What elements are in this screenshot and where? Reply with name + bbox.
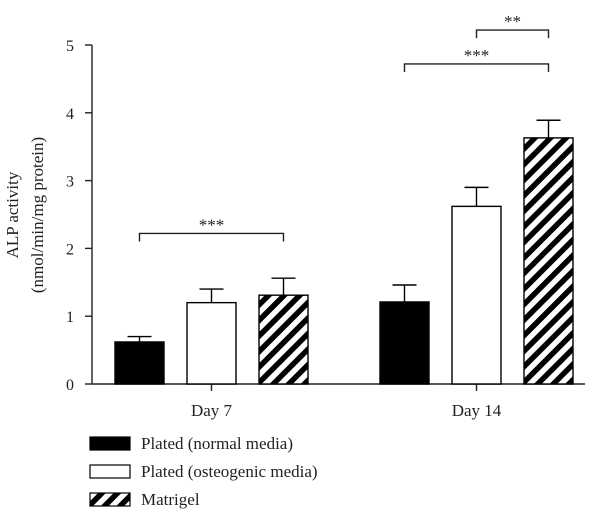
y-axis-title: ALP activity (nmol/min/mg protein) [3, 137, 47, 293]
y-axis-label-line: (nmol/min/mg protein) [28, 137, 47, 293]
significance-brackets: ******** [138, 12, 550, 242]
y-tick-label: 2 [66, 241, 74, 258]
bar [114, 341, 165, 385]
significance-bracket [138, 232, 285, 242]
y-tick-label: 1 [66, 309, 74, 326]
bar [523, 137, 574, 385]
bar [379, 301, 430, 385]
bar [186, 301, 237, 385]
y-tick-label: 0 [66, 377, 74, 394]
y-tick-label: 5 [66, 38, 74, 55]
significance-label: ** [504, 12, 521, 31]
significance-bracket [403, 63, 550, 72]
x-category-label: Day 14 [452, 401, 502, 420]
bar [451, 205, 502, 385]
legend-label: Plated (normal media) [141, 434, 293, 453]
x-axis: Day 7 Day 14 [92, 383, 585, 420]
y-tick-label: 4 [66, 106, 74, 123]
significance-label: *** [464, 46, 490, 65]
legend-swatch [89, 436, 131, 451]
legend: Plated (normal media) Plated (osteogenic … [89, 434, 318, 509]
y-tick-label: 3 [66, 174, 74, 191]
legend-label: Matrigel [141, 490, 200, 509]
significance-label: *** [199, 215, 225, 234]
legend-swatch [89, 464, 131, 479]
bars [114, 137, 574, 385]
x-category-label: Day 7 [191, 401, 233, 420]
bar [258, 294, 309, 385]
significance-bracket [475, 29, 550, 39]
legend-swatch [89, 492, 131, 507]
legend-label: Plated (osteogenic media) [141, 462, 318, 481]
y-axis-label-line: ALP activity [3, 171, 22, 258]
y-axis: 0 1 2 3 4 5 [66, 38, 93, 394]
error-bars [127, 119, 561, 342]
